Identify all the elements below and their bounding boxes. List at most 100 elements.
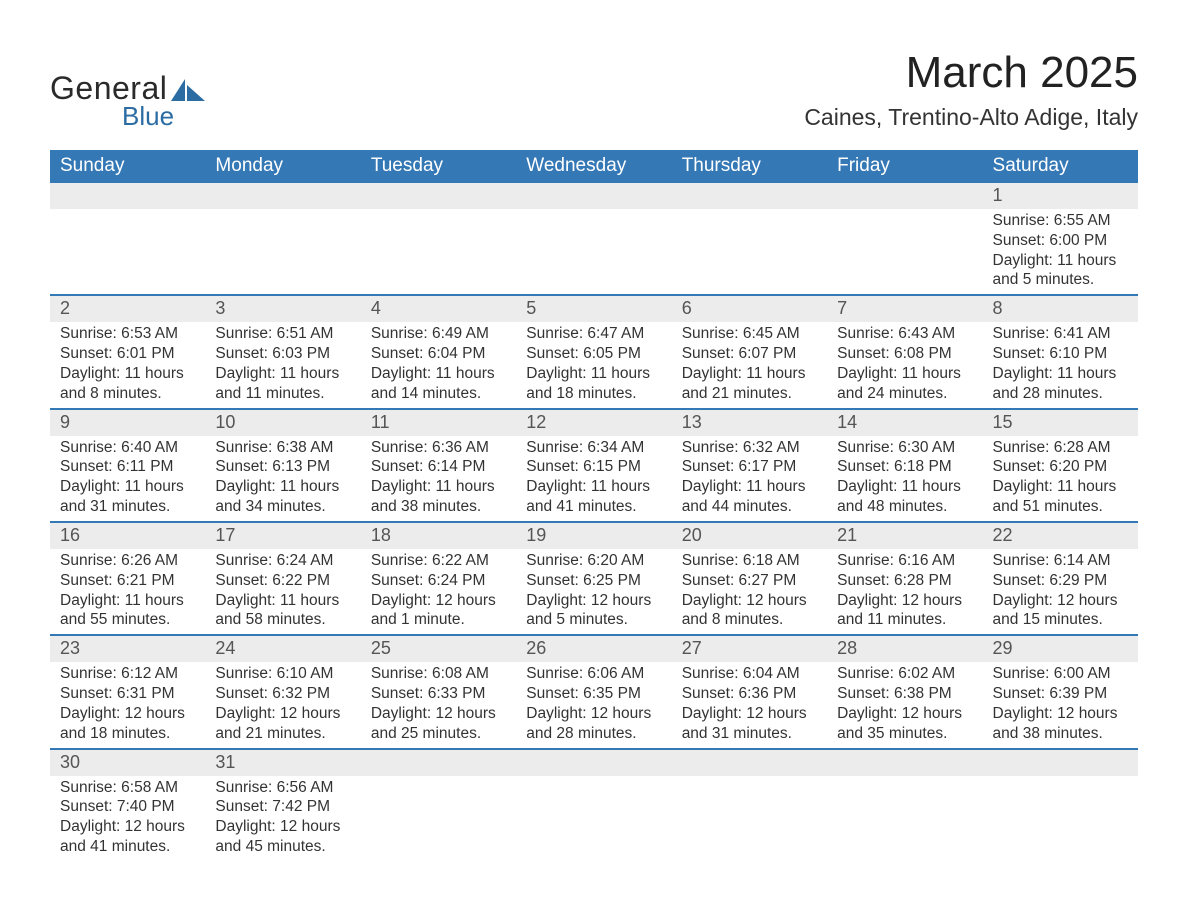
weekday-header: Wednesday: [516, 150, 671, 183]
day-number-cell: 30: [50, 749, 205, 776]
sunrise-text: Sunrise: 6:58 AM: [60, 778, 195, 798]
day-number-cell: [361, 749, 516, 776]
day-detail-row: Sunrise: 6:40 AMSunset: 6:11 PMDaylight:…: [50, 436, 1138, 522]
weekday-header: Sunday: [50, 150, 205, 183]
day-detail-cell: Sunrise: 6:16 AMSunset: 6:28 PMDaylight:…: [827, 549, 982, 635]
sunset-text: Sunset: 6:18 PM: [837, 457, 972, 477]
daylight-text: Daylight: 11 hours and 55 minutes.: [60, 591, 195, 631]
sunset-text: Sunset: 6:11 PM: [60, 457, 195, 477]
daylight-text: Daylight: 11 hours and 24 minutes.: [837, 364, 972, 404]
day-detail-cell: Sunrise: 6:43 AMSunset: 6:08 PMDaylight:…: [827, 322, 982, 408]
day-detail-cell: Sunrise: 6:51 AMSunset: 6:03 PMDaylight:…: [205, 322, 360, 408]
sunset-text: Sunset: 6:20 PM: [993, 457, 1128, 477]
day-number-cell: 6: [672, 295, 827, 322]
day-number-cell: 24: [205, 635, 360, 662]
day-number-cell: 7: [827, 295, 982, 322]
sunset-text: Sunset: 6:07 PM: [682, 344, 817, 364]
sunset-text: Sunset: 6:22 PM: [215, 571, 350, 591]
sunrise-text: Sunrise: 6:00 AM: [993, 664, 1128, 684]
day-number-cell: 13: [672, 409, 827, 436]
day-number-cell: [50, 183, 205, 209]
day-number-cell: [827, 183, 982, 209]
sunset-text: Sunset: 6:33 PM: [371, 684, 506, 704]
day-number-cell: 17: [205, 522, 360, 549]
day-detail-row: Sunrise: 6:26 AMSunset: 6:21 PMDaylight:…: [50, 549, 1138, 635]
day-number-cell: [983, 749, 1138, 776]
day-number-cell: 20: [672, 522, 827, 549]
day-detail-cell: Sunrise: 6:55 AMSunset: 6:00 PMDaylight:…: [983, 209, 1138, 295]
day-number-cell: 27: [672, 635, 827, 662]
sunset-text: Sunset: 6:28 PM: [837, 571, 972, 591]
sunset-text: Sunset: 6:25 PM: [526, 571, 661, 591]
day-number-cell: 22: [983, 522, 1138, 549]
day-detail-cell: [205, 209, 360, 295]
day-detail-cell: Sunrise: 6:45 AMSunset: 6:07 PMDaylight:…: [672, 322, 827, 408]
day-number-cell: 23: [50, 635, 205, 662]
day-detail-cell: Sunrise: 6:38 AMSunset: 6:13 PMDaylight:…: [205, 436, 360, 522]
daylight-text: Daylight: 11 hours and 14 minutes.: [371, 364, 506, 404]
day-detail-cell: [50, 209, 205, 295]
sunset-text: Sunset: 6:39 PM: [993, 684, 1128, 704]
day-number-row: 9101112131415: [50, 409, 1138, 436]
sunrise-text: Sunrise: 6:36 AM: [371, 438, 506, 458]
day-number-row: 2345678: [50, 295, 1138, 322]
location: Caines, Trentino-Alto Adige, Italy: [804, 104, 1138, 131]
daylight-text: Daylight: 11 hours and 11 minutes.: [215, 364, 350, 404]
daylight-text: Daylight: 11 hours and 18 minutes.: [526, 364, 661, 404]
day-detail-cell: [983, 776, 1138, 861]
day-number-cell: 2: [50, 295, 205, 322]
day-number-cell: [827, 749, 982, 776]
calendar-table: Sunday Monday Tuesday Wednesday Thursday…: [50, 150, 1138, 861]
daylight-text: Daylight: 12 hours and 41 minutes.: [60, 817, 195, 857]
day-number-cell: 28: [827, 635, 982, 662]
sunrise-text: Sunrise: 6:41 AM: [993, 324, 1128, 344]
weekday-header-row: Sunday Monday Tuesday Wednesday Thursday…: [50, 150, 1138, 183]
day-detail-cell: Sunrise: 6:12 AMSunset: 6:31 PMDaylight:…: [50, 662, 205, 748]
sunrise-text: Sunrise: 6:08 AM: [371, 664, 506, 684]
day-detail-cell: [516, 776, 671, 861]
weekday-header: Friday: [827, 150, 982, 183]
day-number-cell: 16: [50, 522, 205, 549]
day-detail-cell: Sunrise: 6:47 AMSunset: 6:05 PMDaylight:…: [516, 322, 671, 408]
day-detail-cell: Sunrise: 6:18 AMSunset: 6:27 PMDaylight:…: [672, 549, 827, 635]
sunrise-text: Sunrise: 6:04 AM: [682, 664, 817, 684]
sunrise-text: Sunrise: 6:20 AM: [526, 551, 661, 571]
daylight-text: Daylight: 11 hours and 38 minutes.: [371, 477, 506, 517]
daylight-text: Daylight: 12 hours and 8 minutes.: [682, 591, 817, 631]
sunrise-text: Sunrise: 6:10 AM: [215, 664, 350, 684]
day-detail-cell: Sunrise: 6:34 AMSunset: 6:15 PMDaylight:…: [516, 436, 671, 522]
day-detail-row: Sunrise: 6:12 AMSunset: 6:31 PMDaylight:…: [50, 662, 1138, 748]
day-number-row: 1: [50, 183, 1138, 209]
sunrise-text: Sunrise: 6:16 AM: [837, 551, 972, 571]
sunrise-text: Sunrise: 6:18 AM: [682, 551, 817, 571]
day-number-cell: [516, 749, 671, 776]
sunset-text: Sunset: 6:36 PM: [682, 684, 817, 704]
daylight-text: Daylight: 12 hours and 21 minutes.: [215, 704, 350, 744]
sunset-text: Sunset: 6:00 PM: [993, 231, 1128, 251]
day-detail-cell: [672, 776, 827, 861]
daylight-text: Daylight: 11 hours and 31 minutes.: [60, 477, 195, 517]
day-number-cell: [205, 183, 360, 209]
sunset-text: Sunset: 6:29 PM: [993, 571, 1128, 591]
weekday-header: Monday: [205, 150, 360, 183]
sunrise-text: Sunrise: 6:45 AM: [682, 324, 817, 344]
sunset-text: Sunset: 7:42 PM: [215, 797, 350, 817]
sunrise-text: Sunrise: 6:22 AM: [371, 551, 506, 571]
sunset-text: Sunset: 6:01 PM: [60, 344, 195, 364]
sunrise-text: Sunrise: 6:30 AM: [837, 438, 972, 458]
day-number-cell: 26: [516, 635, 671, 662]
day-detail-row: Sunrise: 6:53 AMSunset: 6:01 PMDaylight:…: [50, 322, 1138, 408]
sunrise-text: Sunrise: 6:49 AM: [371, 324, 506, 344]
day-detail-cell: [361, 776, 516, 861]
sunset-text: Sunset: 6:13 PM: [215, 457, 350, 477]
daylight-text: Daylight: 12 hours and 25 minutes.: [371, 704, 506, 744]
daylight-text: Daylight: 11 hours and 41 minutes.: [526, 477, 661, 517]
day-number-cell: 31: [205, 749, 360, 776]
day-number-cell: 8: [983, 295, 1138, 322]
sunrise-text: Sunrise: 6:43 AM: [837, 324, 972, 344]
daylight-text: Daylight: 12 hours and 18 minutes.: [60, 704, 195, 744]
day-number-cell: 25: [361, 635, 516, 662]
sunset-text: Sunset: 6:31 PM: [60, 684, 195, 704]
day-detail-cell: [361, 209, 516, 295]
day-number-cell: 5: [516, 295, 671, 322]
